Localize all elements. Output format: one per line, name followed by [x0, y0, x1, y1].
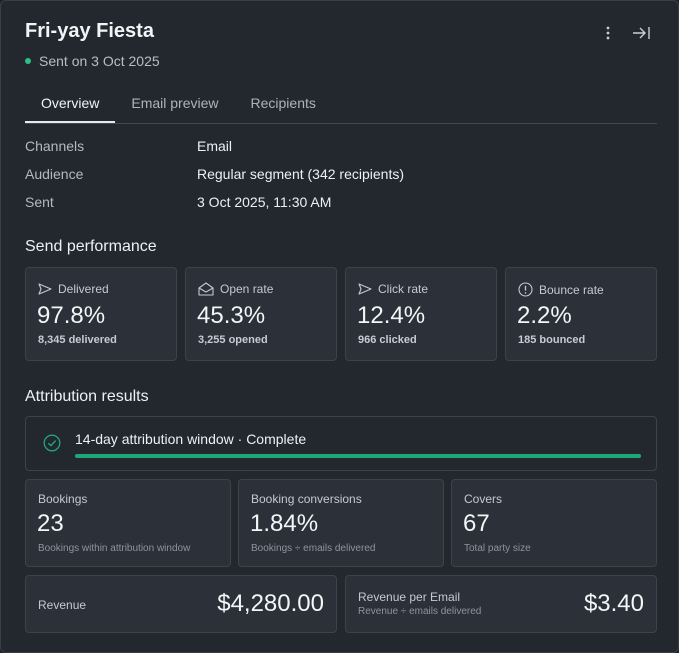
- open-rate-card: Open rate 45.3% 3,255 opened: [185, 267, 337, 361]
- open-rate-label: Open rate: [198, 282, 273, 296]
- more-options-button[interactable]: [598, 23, 618, 43]
- attribution-heading: Attribution results: [25, 388, 149, 405]
- tab-overview[interactable]: Overview: [25, 85, 116, 123]
- status-text: Sent on 3 Oct 2025: [39, 53, 160, 69]
- open-rate-value: 45.3%: [197, 302, 266, 329]
- booking-conversions-subtext: Bookings ÷ emails delivered: [251, 543, 376, 554]
- status-dot-icon: [25, 58, 31, 64]
- tab-recipients[interactable]: Recipients: [250, 95, 316, 111]
- detail-value: 3 Oct 2025, 11:30 AM: [197, 194, 332, 210]
- send-icon: [358, 283, 372, 295]
- click-rate-label: Click rate: [358, 282, 428, 296]
- bounce-rate-value: 2.2%: [517, 302, 572, 329]
- clicked-count: 966 clicked: [358, 334, 417, 346]
- card-label-text: Bounce rate: [539, 282, 604, 297]
- revenue-per-email-label: Revenue per Email: [358, 590, 461, 604]
- send-performance-heading: Send performance: [25, 238, 157, 255]
- send-status: Sent on 3 Oct 2025: [25, 53, 160, 69]
- booking-conversions-value: 1.84%: [250, 510, 319, 537]
- attribution-progress-fill: [75, 454, 641, 458]
- bounce-rate-label: Bounce rate: [518, 282, 604, 297]
- delivered-card: Delivered 97.8% 8,345 delivered: [25, 267, 177, 361]
- booking-conversions-label: Booking conversions: [251, 492, 362, 506]
- tab-bar: Overview Email preview Recipients: [25, 85, 657, 124]
- covers-subtext: Total party size: [464, 543, 531, 554]
- click-rate-value: 12.4%: [357, 302, 426, 329]
- bookings-label: Bookings: [38, 492, 88, 506]
- revenue-card: Revenue $4,280.00: [25, 575, 337, 633]
- bookings-card: Bookings 23 Bookings within attribution …: [25, 479, 231, 567]
- page-title: Fri-yay Fiesta: [25, 20, 154, 42]
- send-icon: [38, 283, 52, 295]
- revenue-per-email-value: $3.40: [583, 590, 644, 617]
- bookings-value: 23: [37, 510, 64, 537]
- attribution-window-text: 14-day attribution window · Complete: [75, 431, 307, 447]
- click-rate-card: Click rate 12.4% 966 clicked: [345, 267, 497, 361]
- detail-key: Channels: [25, 138, 85, 154]
- revenue-value: $4,280.00: [217, 590, 324, 617]
- tab-email-preview[interactable]: Email preview: [131, 95, 219, 111]
- delivered-value: 97.8%: [37, 302, 106, 329]
- detail-value: Email: [197, 138, 233, 154]
- detail-value: Regular segment (342 recipients): [197, 166, 404, 182]
- collapse-panel-button[interactable]: [631, 23, 651, 43]
- bounce-rate-card: Bounce rate 2.2% 185 bounced: [505, 267, 657, 361]
- kebab-menu-icon: [606, 26, 610, 40]
- bookings-subtext: Bookings within attribution window: [38, 543, 191, 554]
- detail-key: Sent: [25, 194, 54, 210]
- envelope-open-icon: [198, 282, 214, 296]
- revenue-label: Revenue: [38, 598, 87, 612]
- delivered-label: Delivered: [38, 282, 109, 296]
- card-label-text: Delivered: [58, 282, 109, 296]
- bounced-count: 185 bounced: [518, 334, 586, 346]
- attribution-window-card: 14-day attribution window · Complete: [25, 416, 657, 471]
- covers-card: Covers 67 Total party size: [451, 479, 657, 567]
- covers-value: 67: [463, 510, 490, 537]
- attribution-progress-bar: [75, 454, 641, 458]
- revenue-per-email-subtext: Revenue ÷ emails delivered: [358, 606, 482, 617]
- delivered-count: 8,345 delivered: [38, 334, 117, 346]
- card-label-text: Click rate: [378, 282, 429, 296]
- booking-conversions-card: Booking conversions 1.84% Bookings ÷ ema…: [238, 479, 444, 567]
- check-circle-icon: [43, 434, 61, 452]
- opened-count: 3,255 opened: [198, 334, 268, 346]
- covers-label: Covers: [464, 492, 503, 506]
- alert-circle-icon: [518, 282, 533, 297]
- arrow-right-to-line-icon: [633, 27, 650, 39]
- card-label-text: Open rate: [220, 282, 274, 296]
- revenue-per-email-card: Revenue per Email Revenue ÷ emails deliv…: [345, 575, 657, 633]
- detail-key: Audience: [25, 166, 84, 182]
